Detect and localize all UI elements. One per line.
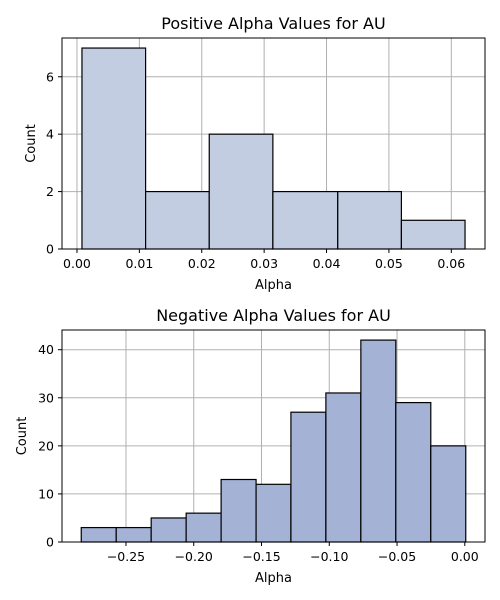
histogram-bar [395,401,432,543]
y-tick-label: 4 [46,127,54,142]
chart-positive-alpha: Positive Alpha Values for AU 0.00 0.01 0.0… [24,14,486,293]
histogram-bar [272,190,339,250]
y-tick-label: 30 [38,390,54,405]
histogram-bar [430,445,467,543]
x-tick-label: 0.00 [63,256,91,271]
plot-frame [61,37,486,250]
histogram-bar [81,47,147,250]
y-tick-label: 0 [46,535,54,550]
x-tick-label: 0.01 [125,256,153,271]
x-tick-label: 0.05 [375,256,403,271]
y-tick-label: 2 [46,184,54,199]
histogram-bar [255,483,292,543]
x-tick-label: −0.15 [242,549,280,564]
y-axis-label: Count [24,124,39,163]
y-tick-label: 6 [46,69,54,84]
chart-title: Positive Alpha Values for AU [161,14,385,33]
histogram-bar [80,526,117,543]
histogram-bar [337,190,402,250]
plot-frame [61,329,486,543]
x-tick-label: 0.03 [250,256,278,271]
x-tick-label: −0.10 [310,549,348,564]
histogram-bar [145,190,210,250]
histogram-bar [115,526,152,543]
y-ticks: 0 2 4 6 [46,69,62,257]
x-ticks: 0.00 0.01 0.02 0.03 0.04 0.05 0.06 [63,249,465,271]
x-tick-label: −0.05 [378,549,416,564]
bars [81,47,466,250]
x-ticks: −0.25 −0.20 −0.15 −0.10 −0.05 0.00 [107,542,479,564]
y-tick-label: 10 [38,486,54,501]
x-tick-label: −0.20 [175,549,213,564]
histogram-bar [220,478,257,543]
x-tick-label: 0.06 [437,256,465,271]
x-tick-label: 0.00 [451,549,479,564]
histogram-bar [325,392,362,543]
x-tick-label: 0.02 [188,256,216,271]
y-axis-label: Count [15,417,30,456]
y-ticks: 0 10 20 30 40 [38,342,62,550]
chart-title: Negative Alpha Values for AU [156,306,391,325]
x-tick-label: −0.25 [107,549,145,564]
bars [80,339,467,543]
x-axis-label: Alpha [255,571,292,586]
histogram-bar [150,517,187,543]
x-tick-label: 0.04 [313,256,341,271]
y-tick-label: 40 [38,342,54,357]
histogram-bar [208,133,274,250]
chart-negative-alpha: Negative Alpha Values for AU −0.25 −0.20−… [15,306,486,586]
histogram-bar [360,339,397,543]
y-tick-label: 0 [46,242,54,257]
histogram-bar [400,219,466,250]
histogram-bar [185,512,222,543]
y-tick-label: 20 [38,438,54,453]
histogram-bar [290,411,327,543]
x-axis-label: Alpha [255,278,292,293]
